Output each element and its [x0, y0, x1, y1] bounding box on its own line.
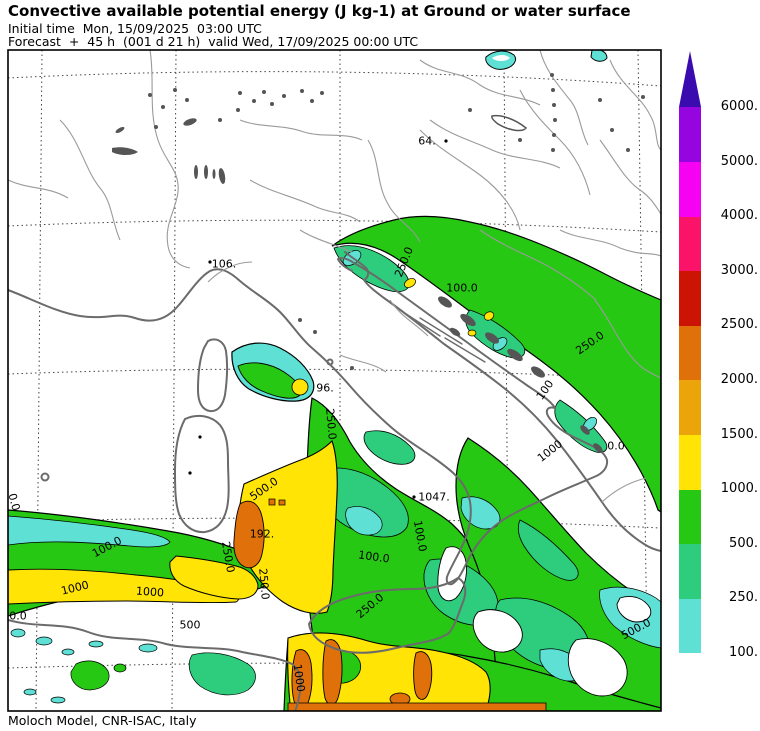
model-attribution: Moloch Model, CNR-ISAC, Italy [8, 713, 197, 728]
terrain-specks [148, 73, 645, 453]
coastlines [8, 251, 661, 711]
extrema-dots [188, 139, 448, 499]
country-borders [8, 50, 661, 503]
initial-time-line: Initial time Mon, 15/09/2025 03:00 UTC [8, 21, 262, 36]
page-title: Convective available potential energy (J… [8, 2, 631, 20]
lakes [112, 73, 645, 453]
forecast-valid-line: Forecast + 45 h (001 d 21 h) valid Wed, … [8, 34, 419, 49]
map-frame [7, 49, 662, 712]
cape-field [8, 50, 661, 711]
